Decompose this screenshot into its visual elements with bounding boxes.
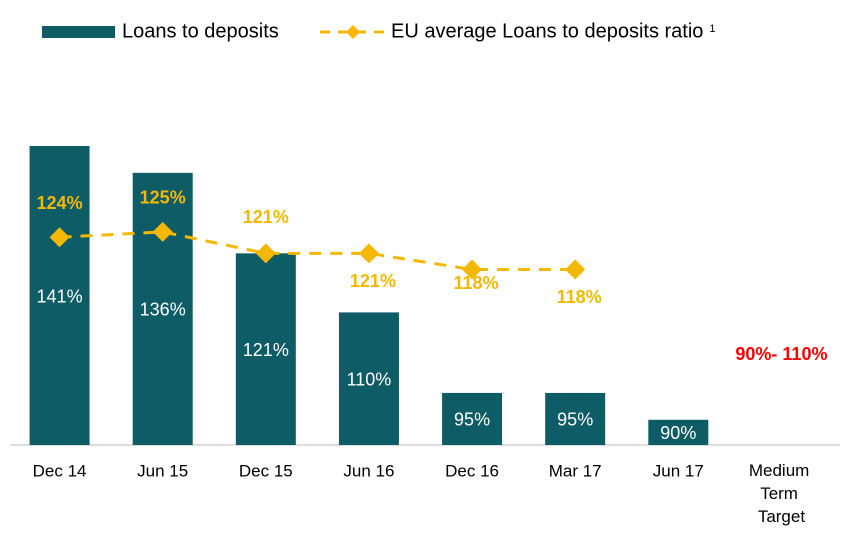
bar-value-label: 121% [243, 340, 289, 360]
legend-footnote: 1 [709, 23, 715, 35]
line-marker [358, 243, 379, 264]
annotation: 90%- 110% [735, 344, 827, 364]
x-tick-label: Jun 17 [653, 461, 704, 480]
legend-label: Loans to deposits [122, 20, 279, 42]
line-value-label: 118% [454, 273, 499, 293]
bar-value-label: 95% [454, 410, 490, 430]
line-value-label: 121% [243, 207, 289, 227]
bar [648, 419, 709, 445]
line-marker [152, 221, 173, 242]
bar [132, 172, 193, 445]
x-tick-label: Mar 17 [549, 461, 602, 480]
x-tick-label: Dec 14 [33, 461, 87, 480]
line-marker [565, 259, 586, 280]
bar-value-label: 95% [557, 410, 593, 430]
x-tick-label: Dec 15 [239, 461, 293, 480]
x-tick-label: Medium Term Target [749, 461, 814, 526]
legend-swatch-marker [346, 25, 360, 39]
bar [545, 392, 606, 445]
bar [235, 253, 296, 445]
legend: Loans to deposits EU average Loans to de… [42, 20, 716, 42]
legend-swatch-bar [42, 26, 115, 38]
x-tick-label-line: Target [758, 507, 806, 526]
bar [442, 392, 503, 445]
line-value-label: 125% [140, 188, 186, 208]
bar [29, 146, 90, 445]
bar-value-label: 136% [140, 300, 186, 320]
line [59, 230, 576, 271]
x-tick-label: Jun 16 [343, 461, 394, 480]
bar-value-label: 141% [37, 286, 83, 306]
x-tick-label-line: Term [760, 484, 803, 503]
line-value-label: 118% [557, 287, 602, 307]
line-value-label: 121% [350, 271, 396, 291]
legend-label: EU average Loans to deposits ratio [391, 20, 703, 42]
x-tick-label-line: Medium [749, 461, 814, 480]
bar-value-label: 90% [660, 423, 696, 443]
x-tick-label: Jun 15 [137, 461, 188, 480]
bar-value-label: 110% [347, 369, 392, 389]
line-marker [255, 243, 276, 264]
line-value-label: 124% [37, 193, 83, 213]
x-tick-label: Dec 16 [445, 461, 499, 480]
line-marker [462, 259, 483, 280]
line-marker [49, 227, 70, 248]
bar [338, 312, 399, 445]
